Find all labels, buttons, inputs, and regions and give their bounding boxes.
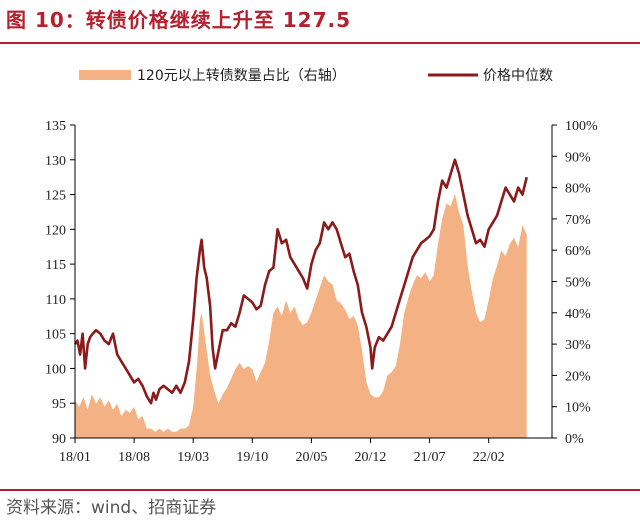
figure-title: 图 10：转债价格继续上升至 127.5: [6, 8, 352, 32]
y-left-tick-label: 95: [52, 397, 66, 412]
y-right-tick-label: 10%: [565, 401, 591, 416]
x-tick-label: 18/01: [59, 450, 91, 465]
y-left-tick-label: 120: [45, 223, 66, 238]
y-left-tick-label: 115: [46, 258, 66, 273]
y-left-tick-label: 135: [45, 119, 66, 134]
y-right-tick-label: 50%: [565, 276, 591, 291]
title-divider: [0, 42, 640, 44]
y-right-tick-label: 90%: [565, 150, 591, 165]
x-tick-label: 18/08: [118, 450, 150, 465]
x-tick-label: 22/02: [473, 450, 505, 465]
y-left-tick-label: 90: [52, 432, 66, 447]
y-left-tick-label: 130: [45, 154, 66, 169]
y-left-tick-label: 100: [45, 362, 66, 377]
legend-label-area: 120元以上转债数量占比（右轴）: [137, 68, 346, 84]
chart-legend: 120元以上转债数量占比（右轴） 价格中位数: [79, 68, 553, 84]
plot-area: 90 95 100 105 110 115 120 125 130 135 0% 10% 20% 30% 4…: [45, 119, 598, 465]
x-tick-label: 19/03: [177, 450, 209, 465]
y-left-tick-label: 110: [46, 293, 66, 308]
y-right-tick-label: 0%: [565, 432, 584, 447]
y-right-tick-label: 70%: [565, 213, 591, 228]
x-tick-label: 20/12: [355, 450, 387, 465]
x-tick-label: 19/10: [236, 450, 268, 465]
y-right-tick-label: 80%: [565, 182, 591, 197]
source-note: 资料来源：wind、招商证券: [6, 498, 217, 518]
footer-divider: [0, 489, 640, 491]
y-right-tick-label: 100%: [565, 119, 598, 134]
x-tick-label: 21/07: [414, 450, 446, 465]
series-line-median-price: [73, 158, 528, 405]
y-right-tick-label: 60%: [565, 244, 591, 259]
y-left-tick-label: 105: [45, 328, 66, 343]
x-tick-label: 20/05: [295, 450, 327, 465]
y-right-tick-label: 20%: [565, 369, 591, 384]
legend-swatch-area: [79, 70, 131, 80]
series-area-share-above-120: [75, 193, 527, 438]
chart: 120元以上转债数量占比（右轴） 价格中位数 90 95 100 105 110 115 1…: [45, 68, 598, 465]
y-right-tick-label: 40%: [565, 307, 591, 322]
legend-label-line: 价格中位数: [483, 68, 553, 84]
figure-header: 图 10：转债价格继续上升至 127.5: [0, 0, 640, 44]
y-right-tick-label: 30%: [565, 338, 591, 353]
y-left-tick-label: 125: [45, 189, 66, 204]
